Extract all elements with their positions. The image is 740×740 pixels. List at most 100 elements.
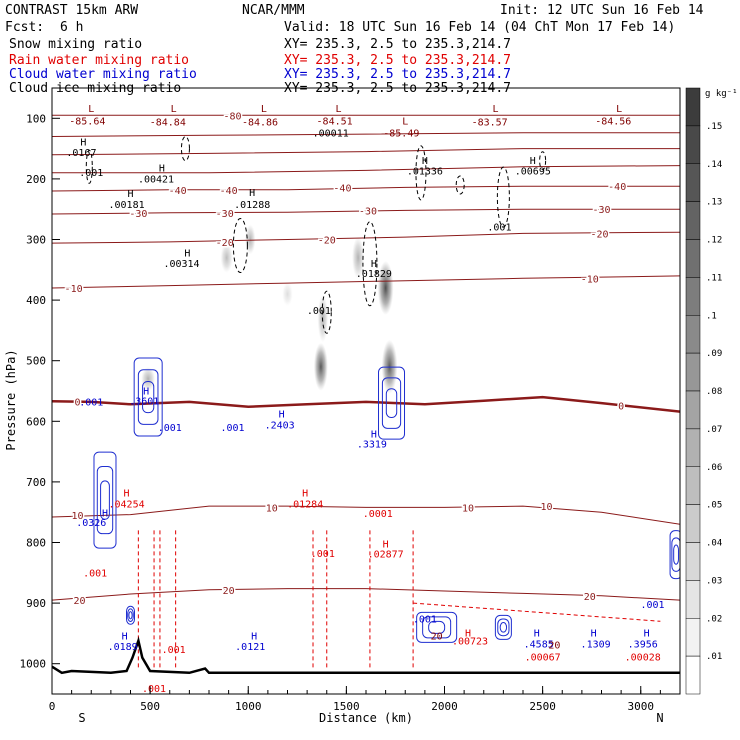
colorbar-tick-label: .14: [706, 160, 722, 170]
contour-extremum-label: .02877: [368, 550, 404, 561]
contour-extremum-label: H: [534, 628, 540, 639]
colorbar-swatch: [685, 390, 701, 430]
x-tick-label: 0: [49, 700, 56, 713]
temperature-contour-7: [52, 275, 680, 289]
contour-extremum-label: -84.51: [317, 116, 353, 127]
contour-extremum-label: L: [261, 104, 267, 115]
contour-extremum-label: H: [644, 628, 650, 639]
cloud-water-contour-5: [669, 530, 680, 580]
contour-extremum-label: H: [122, 631, 128, 642]
colorbar-swatch: [685, 315, 701, 354]
cloud-ice-contours: [85, 136, 547, 334]
x-tick-label: 3000: [628, 700, 655, 713]
temperature-contour-label: -40: [169, 186, 187, 197]
contour-extremum-label: L: [402, 116, 408, 127]
temperature-contour-label: 20: [73, 596, 85, 607]
x-tick-label: 2000: [431, 700, 458, 713]
contour-extremum-label: .001: [162, 645, 186, 656]
contour-extremum-label: L: [493, 104, 499, 115]
rain-contour-lower: [413, 602, 661, 622]
field-xy-rain: XY= 235.3, 2.5 to 235.3,214.7: [284, 53, 511, 68]
contour-extremum-label: H: [465, 628, 471, 639]
colorbar-swatch: [685, 580, 701, 619]
colorbar-tick-label: .06: [706, 463, 722, 473]
contour-extremum-label: .001: [158, 423, 182, 434]
colorbar-tick-label: .1: [706, 311, 717, 321]
colorbar: .15 .14 .13 .12 .11 .1 .09 .08 .07 .06 .05 .04 .03 .0…: [685, 87, 722, 695]
temperature-contour-label: 0: [74, 397, 80, 408]
contour-extremum-label: .001: [79, 398, 103, 409]
temperature-contours: -80 -40 -40 -40 -40 -30 -30 -30 -30 -20 -20 -20 -10 -…: [52, 110, 680, 609]
temperature-contour-label: 20: [584, 592, 596, 603]
contour-extremum-label: .01829: [356, 269, 392, 280]
cloud-ice-contour-0: [85, 149, 93, 184]
colorbar-swatch: [685, 618, 701, 657]
temperature-contour-label: 10: [462, 503, 474, 514]
contour-extremum-label: .0326: [76, 518, 106, 529]
contour-extremum-label: L: [336, 104, 342, 115]
temperature-contour-5: [52, 208, 680, 215]
contour-extremum-label: .00695: [515, 167, 551, 178]
contour-extremum-label: .01284: [287, 499, 323, 510]
contour-extremum-label: .001: [307, 306, 331, 317]
colorbar-swatch: [685, 87, 701, 127]
cloud-water-contour-1: [100, 480, 110, 520]
contour-extremum-label: .00181: [109, 200, 145, 211]
cloud-ice-contour-1: [180, 136, 190, 162]
contour-extremum-label: H: [371, 259, 377, 270]
temperature-contour-label: -80: [224, 111, 242, 122]
contour-extremum-label: .0001: [363, 509, 393, 520]
contour-extremum-label: .00723: [452, 636, 488, 647]
colorbar-swatch: [685, 466, 701, 505]
contour-extremum-label: H: [279, 410, 285, 421]
cloud-water-contour-2: [381, 377, 402, 429]
contour-extremum-label: H: [159, 164, 165, 175]
header-fcst-value: 6 h: [60, 20, 83, 35]
contour-extremum-label: .0167: [66, 148, 96, 159]
cloud-water-contour-6: [128, 611, 133, 620]
contour-extremum-label: .001: [142, 684, 166, 695]
contour-extremum-label: .04254: [109, 499, 145, 510]
rain-water-contours: [137, 530, 661, 670]
contour-extremum-label: .3956: [628, 639, 658, 650]
header-center: NCAR/MMM: [242, 3, 305, 18]
y-tick-label: 300: [26, 234, 46, 247]
contour-extremum-label: .001: [487, 222, 511, 233]
cloud-ice-contour-6: [496, 166, 510, 228]
contour-extremum-label: H: [251, 631, 257, 642]
temperature-contour-9: [52, 505, 680, 525]
snow-plume-0: [313, 342, 328, 391]
colorbar-tick-label: .07: [706, 425, 722, 435]
contour-extremum-label: H: [302, 488, 308, 499]
y-axis-label: Pressure (hPa): [4, 349, 18, 450]
cloud-water-contour-5: [673, 544, 679, 565]
x-tick-label: 2500: [529, 700, 556, 713]
field-name-rain: Rain water mixing ratio: [9, 53, 189, 68]
colorbar-swatch: [685, 428, 701, 467]
colorbar-tick-label: .13: [706, 198, 722, 208]
contour-extremum-label: .00067: [525, 653, 561, 664]
x-end-label-south: S: [78, 711, 85, 725]
contour-extremum-label: -84.56: [595, 116, 631, 127]
y-tick-label: 500: [26, 355, 46, 368]
x-axis-label: Distance (km): [319, 711, 413, 725]
field-xy-cloud-water: XY= 235.3, 2.5 to 235.3,214.7: [284, 67, 511, 82]
contour-extremum-label: .001: [83, 568, 107, 579]
contour-extremum-label: H: [127, 189, 133, 200]
contour-extremum-label: H: [184, 248, 190, 259]
cloud-ice-contour-5: [415, 145, 427, 201]
cloud-water-contours: [93, 357, 680, 643]
cloud-water-contour-0: [137, 369, 159, 425]
colorbar-swatch: [685, 352, 701, 392]
cloud-ice-contour-4: [362, 221, 378, 307]
contour-extremum-label: 20: [548, 641, 560, 652]
contour-extremum-label: .01288: [234, 200, 270, 211]
temperature-contour-8: [52, 395, 680, 413]
axes: 0 500 1000 1500 2000 2500 30001002003004005006…: [20, 112, 681, 713]
temperature-contour-2: [52, 148, 680, 156]
contour-extremum-label: H: [383, 539, 389, 550]
y-tick-label: 200: [26, 173, 46, 186]
contour-extremum-label: .3601: [129, 396, 159, 407]
contour-extremum-label: -85.49: [383, 128, 419, 139]
colorbar-tick-label: .03: [706, 576, 722, 586]
